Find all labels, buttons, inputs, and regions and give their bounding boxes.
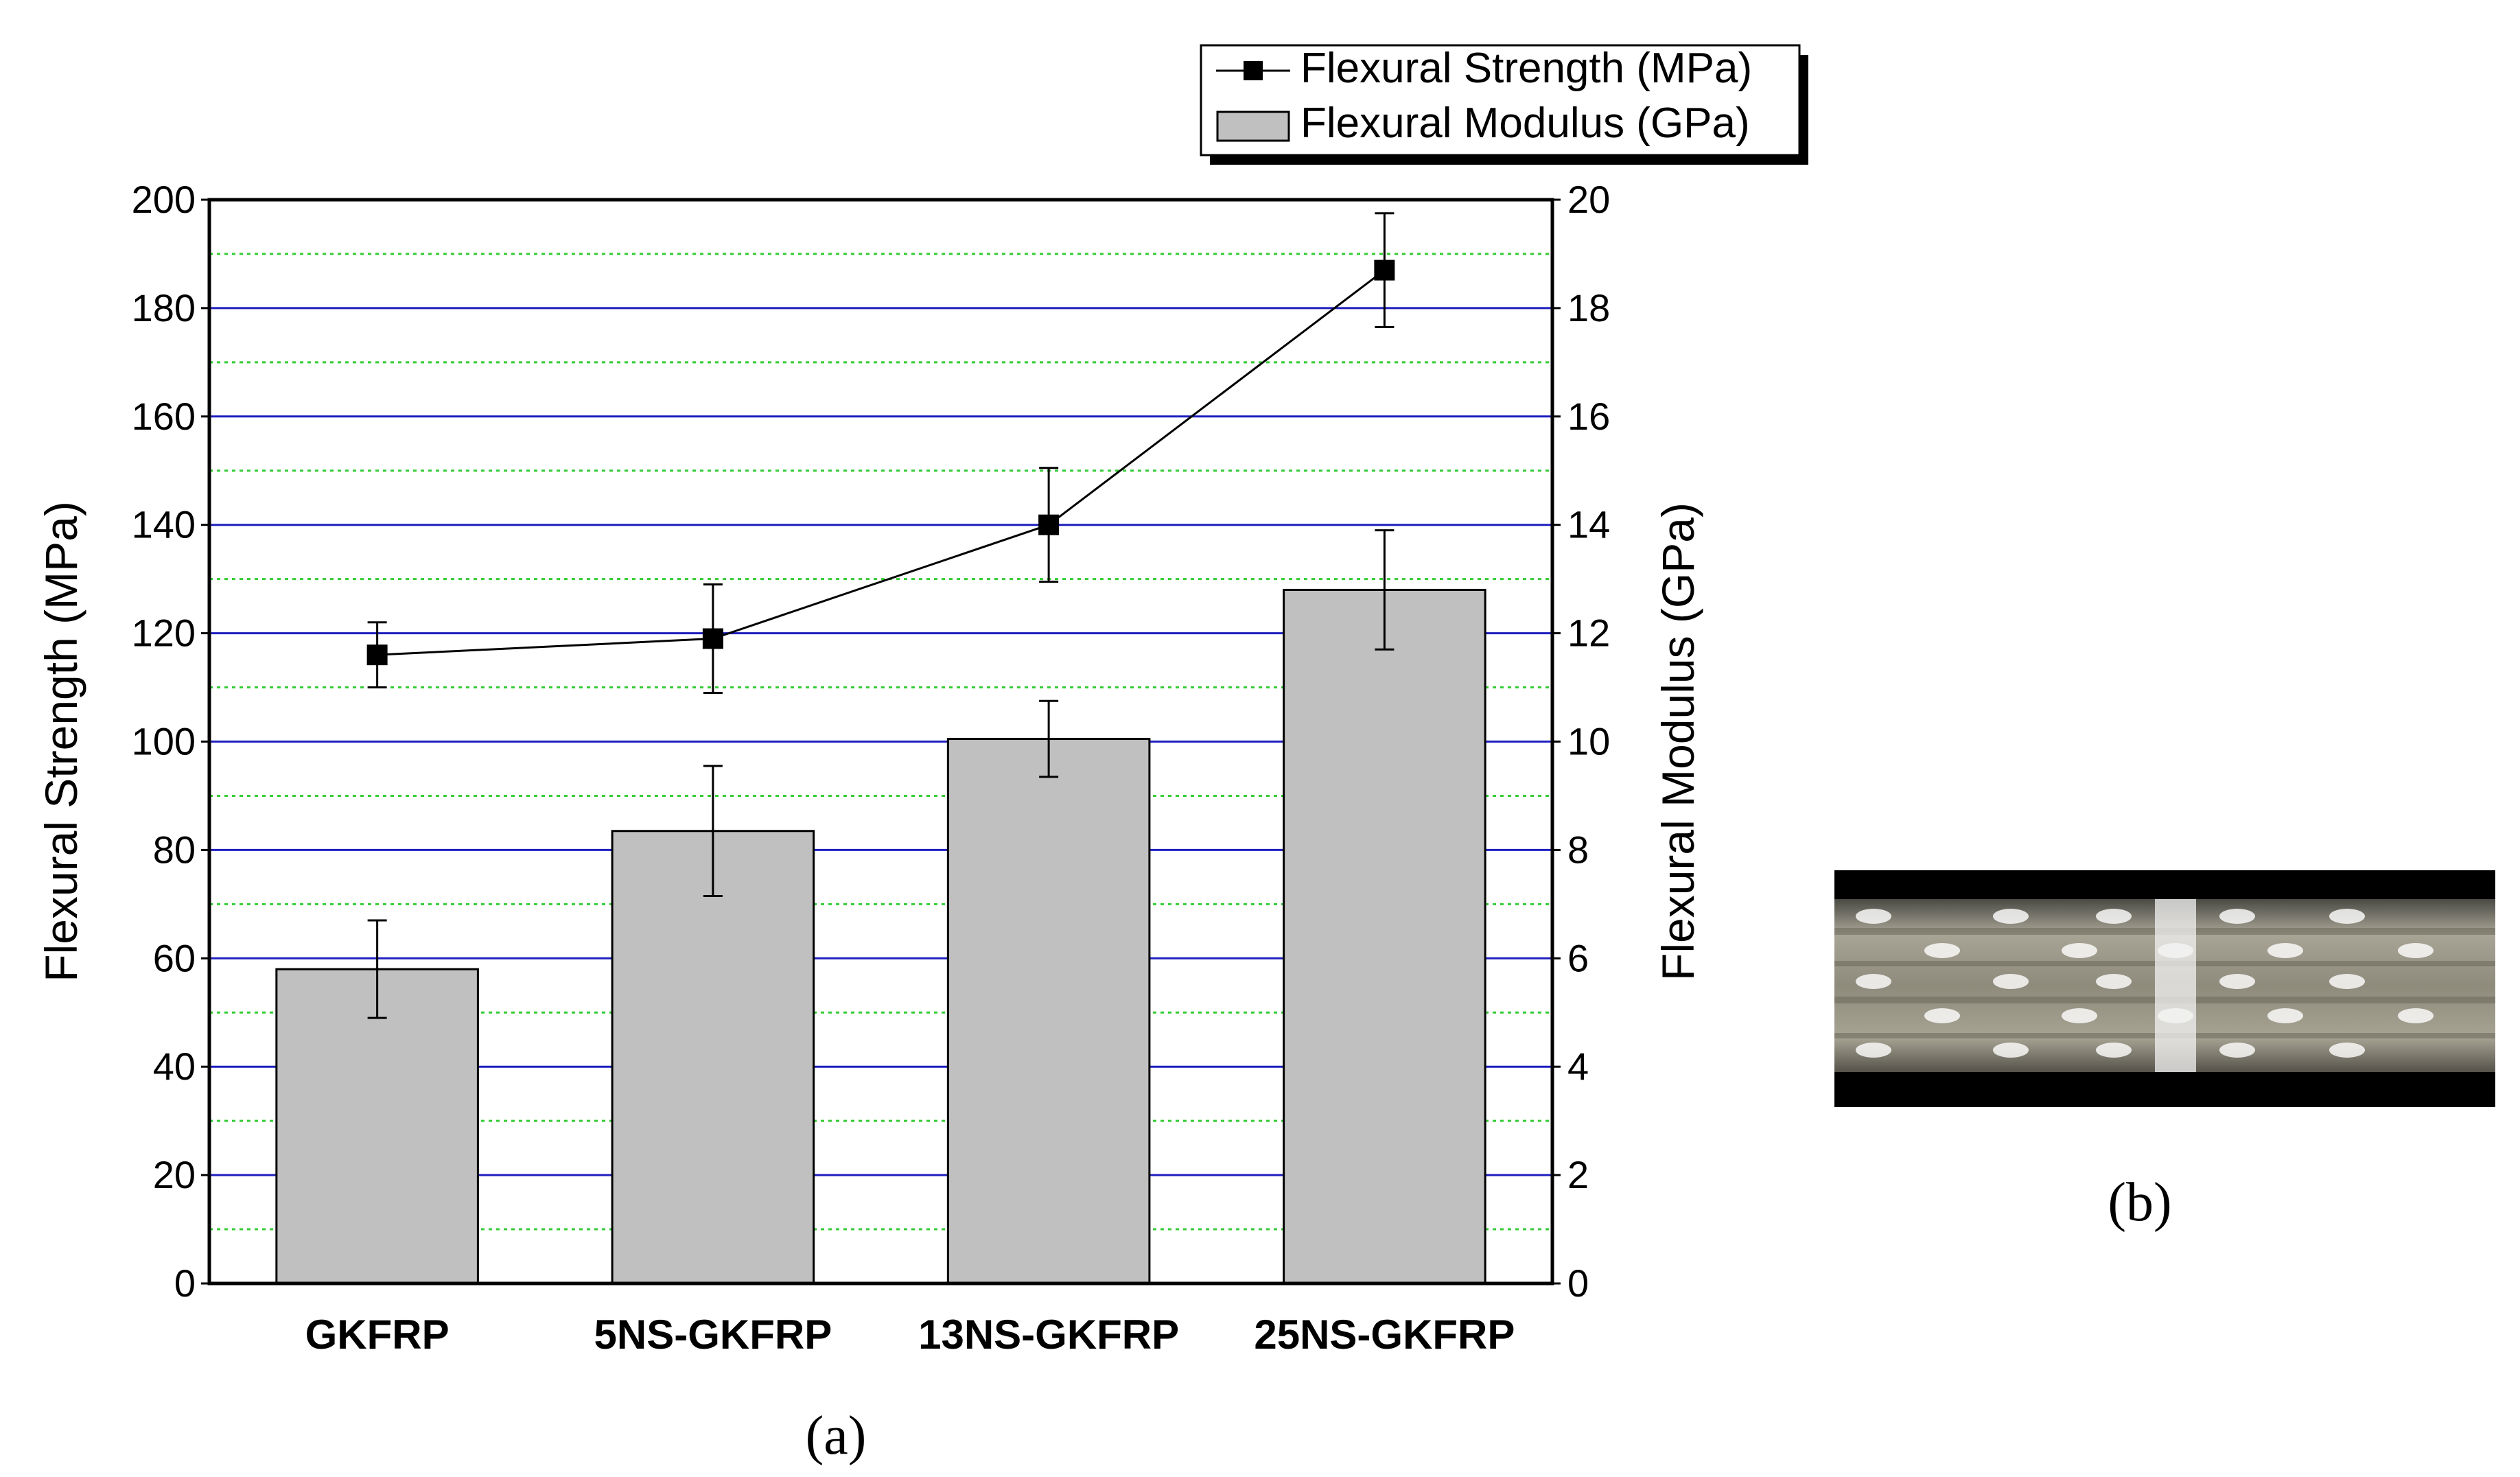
flexural-chart: 0 20 40 60 80 100 120 140 160 180 200 0 2 4 6 8 10 12 14 1…: [36, 44, 1808, 1466]
left-tick-label: 60: [153, 936, 196, 979]
left-tick-label: 80: [153, 828, 196, 871]
strength-point-5NS-GKFRP: [702, 628, 723, 649]
strength-line-series: [366, 212, 1395, 694]
modulus-error-bars: [367, 529, 1395, 1019]
x-tick-label: 13NS-GKFRP: [918, 1312, 1179, 1358]
left-tick-label: 200: [132, 178, 196, 221]
specimen-cross-section-image: [1834, 870, 2495, 1107]
legend-label-modulus: Flexural Modulus (GPa): [1300, 100, 1750, 147]
legend-marker-swatch: [1244, 61, 1263, 80]
modulus-bar-13NS-GKFRP: [946, 738, 1151, 1285]
strength-point-GKFRP: [366, 644, 388, 666]
right-tick-label: 12: [1567, 612, 1610, 655]
strength-line: [377, 269, 1386, 656]
left-tick-label: 0: [174, 1261, 196, 1305]
strength-point-13NS-GKFRP: [1038, 514, 1060, 535]
left-tick-label: 160: [132, 395, 196, 438]
left-tick-label: 140: [132, 503, 196, 546]
modulus-bar-5NS-GKFRP: [611, 830, 815, 1285]
right-tick-label: 14: [1567, 503, 1610, 546]
legend-box: [1200, 44, 1801, 156]
x-tick-label: 5NS-GKFRP: [594, 1312, 832, 1358]
caption-panel-a: (a): [806, 1406, 867, 1466]
strength-point-25NS-GKFRP: [1374, 259, 1395, 281]
right-tick-label: 8: [1567, 828, 1589, 871]
left-y-axis-ticks: 0 20 40 60 80 100 120 140 160 180 200: [132, 178, 209, 1305]
right-tick-label: 10: [1567, 720, 1610, 763]
right-tick-label: 0: [1567, 1261, 1589, 1305]
caption-panel-b: (b): [2108, 1172, 2171, 1233]
modulus-bars: [275, 588, 1486, 1285]
left-tick-label: 120: [132, 612, 196, 655]
right-y-axis-ticks: 0 2 4 6 8 10 12 14 16 18 20: [1552, 178, 1610, 1305]
right-tick-label: 16: [1567, 395, 1610, 438]
right-tick-label: 6: [1567, 936, 1589, 979]
x-tick-label: GKFRP: [305, 1312, 450, 1358]
x-tick-label: 25NS-GKFRP: [1254, 1312, 1515, 1358]
left-tick-label: 180: [132, 286, 196, 329]
x-axis-tick-labels: GKFRP 5NS-GKFRP 13NS-GKFRP 25NS-GKFRP: [305, 1312, 1515, 1358]
right-tick-label: 18: [1567, 286, 1610, 329]
y-axis-label-left: Flexural Strength (MPa): [36, 501, 86, 982]
right-tick-label: 20: [1567, 178, 1610, 221]
left-tick-label: 20: [153, 1153, 196, 1196]
left-tick-label: 100: [132, 720, 196, 763]
left-tick-label: 40: [153, 1045, 196, 1088]
legend-bar-swatch: [1216, 111, 1290, 142]
legend: Flexural Strength (MPa) Flexural Modulus…: [1200, 44, 1808, 165]
modulus-bar-25NS-GKFRP: [1283, 588, 1486, 1285]
modulus-bar-GKFRP: [275, 968, 479, 1285]
right-tick-label: 2: [1567, 1153, 1589, 1196]
legend-label-strength: Flexural Strength (MPa): [1300, 45, 1752, 92]
panel-b-specimen: (b): [1834, 870, 2495, 1233]
y-axis-label-right: Flexural Modulus (GPa): [1653, 502, 1703, 981]
right-tick-label: 4: [1567, 1045, 1589, 1088]
